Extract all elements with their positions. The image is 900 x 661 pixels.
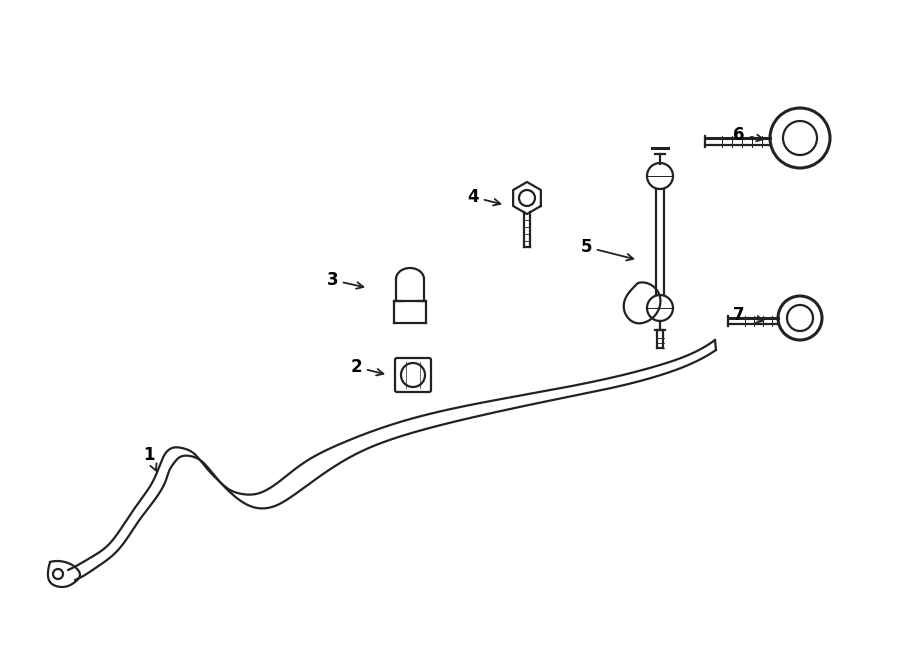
Text: 7: 7 — [734, 306, 763, 324]
Text: 4: 4 — [467, 188, 500, 206]
Text: 2: 2 — [350, 358, 383, 376]
Text: 5: 5 — [580, 238, 634, 260]
Text: 3: 3 — [327, 271, 364, 289]
Text: 6: 6 — [734, 126, 763, 144]
Text: 1: 1 — [143, 446, 157, 471]
